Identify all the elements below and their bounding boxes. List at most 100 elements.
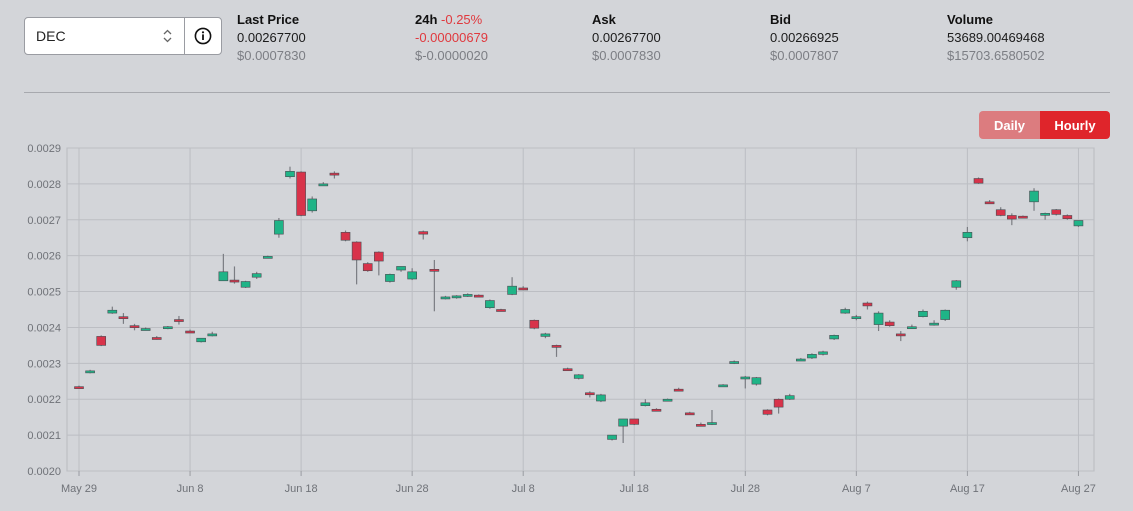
candle xyxy=(585,391,595,398)
candle xyxy=(251,271,262,279)
candle xyxy=(662,398,673,402)
candle-body xyxy=(762,409,773,415)
change-24h-usd: $-0.0000020 xyxy=(415,48,489,63)
candle xyxy=(174,315,184,325)
candle-body xyxy=(851,316,862,319)
candle-body xyxy=(385,274,395,282)
last-price-usd: $0.0007830 xyxy=(237,48,306,63)
candle xyxy=(407,268,417,281)
candle-body xyxy=(318,183,329,187)
candle xyxy=(895,331,906,342)
candle xyxy=(562,367,573,372)
ask-stat: Ask 0.00267700 $0.0007830 xyxy=(592,11,661,65)
candle-body xyxy=(1062,215,1073,220)
hourly-button[interactable]: Hourly xyxy=(1040,111,1110,139)
candle-body xyxy=(984,201,995,205)
candle-body xyxy=(1029,190,1039,203)
candle xyxy=(618,418,628,444)
candle xyxy=(140,327,151,331)
info-icon xyxy=(194,27,212,45)
candle xyxy=(962,226,973,242)
pair-select[interactable]: DEC xyxy=(25,18,185,54)
candle xyxy=(307,196,318,213)
candle xyxy=(85,369,95,374)
candle-body xyxy=(740,376,751,380)
candle xyxy=(296,171,306,217)
candle-body xyxy=(473,294,484,298)
candle-body xyxy=(163,326,173,330)
info-button[interactable] xyxy=(185,18,221,54)
last-price-stat: Last Price 0.00267700 $0.0007830 xyxy=(237,11,306,65)
volume-value: 53689.00469468 xyxy=(947,30,1045,45)
candle xyxy=(651,408,662,412)
x-tick-label: Jun 28 xyxy=(396,483,429,495)
candle xyxy=(362,262,373,272)
x-tick-label: Jul 18 xyxy=(620,483,649,495)
candle xyxy=(529,319,540,330)
candle xyxy=(751,376,762,386)
candle-body xyxy=(296,171,306,216)
daily-button[interactable]: Daily xyxy=(979,111,1040,139)
candle xyxy=(684,411,695,416)
y-tick-label: 0.0024 xyxy=(27,322,61,334)
candle-body xyxy=(151,337,162,340)
candle-body xyxy=(707,422,717,425)
candle xyxy=(918,309,928,318)
candle-body xyxy=(518,287,529,291)
ask-value: 0.00267700 xyxy=(592,30,661,45)
candle-body xyxy=(562,368,573,372)
candle-body xyxy=(773,398,784,408)
candle-body xyxy=(262,256,273,259)
candle xyxy=(340,230,351,242)
change-24h-stat: 24h -0.25% -0.00000679 $-0.0000020 xyxy=(415,11,488,65)
y-tick-label: 0.0023 xyxy=(27,358,61,370)
x-tick-label: Jun 18 xyxy=(285,483,318,495)
candle xyxy=(540,332,551,339)
candle-body xyxy=(818,351,828,355)
candle xyxy=(929,320,939,326)
candle xyxy=(285,166,295,179)
x-tick-label: Jul 8 xyxy=(512,483,535,495)
candle xyxy=(873,311,884,332)
candle-body xyxy=(973,178,984,184)
candle xyxy=(163,326,173,330)
candle xyxy=(1007,213,1017,226)
candle xyxy=(551,344,562,357)
candles xyxy=(74,166,1084,444)
candle xyxy=(1029,188,1039,211)
y-tick-label: 0.0022 xyxy=(27,394,61,406)
candle-body xyxy=(362,263,373,272)
candle-body xyxy=(440,296,451,300)
candle-body xyxy=(951,280,962,288)
candle-body xyxy=(307,198,318,212)
candle-body xyxy=(374,251,384,262)
candle-body xyxy=(729,361,739,364)
candle xyxy=(418,230,429,240)
last-price-label: Last Price xyxy=(237,12,300,27)
candle xyxy=(995,207,1006,217)
candle xyxy=(207,331,218,337)
x-tick-label: Jun 8 xyxy=(177,483,204,495)
candle xyxy=(262,255,273,259)
candle-body xyxy=(684,412,695,416)
candle-body xyxy=(485,300,495,309)
candle-body xyxy=(807,354,817,359)
candle xyxy=(1062,214,1073,220)
candle-body xyxy=(240,281,251,288)
candle-body xyxy=(629,418,640,425)
candle-body xyxy=(784,395,795,400)
candle xyxy=(129,323,140,331)
candle-body xyxy=(1018,215,1028,219)
candle xyxy=(1018,215,1028,219)
candle-body xyxy=(185,330,195,334)
volume-stat: Volume 53689.00469468 $15703.6580502 xyxy=(947,11,1045,65)
candle-body xyxy=(895,333,906,337)
x-tick-label: Aug 7 xyxy=(842,483,871,495)
candle xyxy=(196,337,206,343)
candle xyxy=(1073,220,1084,227)
candle-body xyxy=(118,316,129,319)
x-tick-label: Aug 27 xyxy=(1061,483,1096,495)
candle-body xyxy=(662,398,673,402)
candle-body xyxy=(884,321,895,326)
